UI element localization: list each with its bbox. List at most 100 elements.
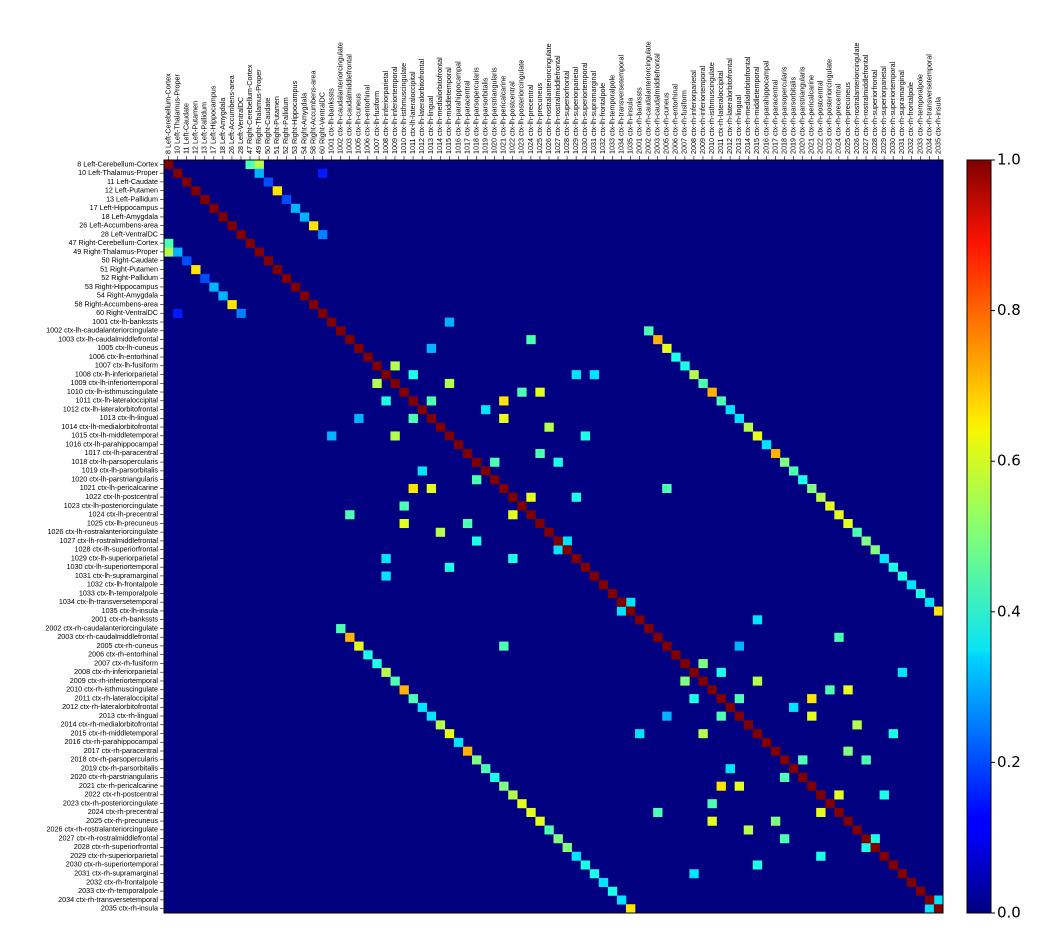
heatmap-cell (752, 729, 763, 739)
heatmap-cell (354, 413, 364, 423)
heatmap-cell (752, 431, 763, 441)
x-tick-label: 52 Right-Pallidum (281, 97, 290, 154)
x-tick-label: 1022 ctx-lh-postcentral (508, 81, 517, 154)
heatmap-cell (671, 650, 681, 660)
x-tick-label: 1029 ctx-lh-superiorparietal (571, 67, 580, 154)
x-tick-label: 1012 ctx-lh-lateralorbitofrontal (417, 59, 426, 154)
heatmap-cell (471, 755, 482, 765)
heatmap-cell (635, 729, 645, 739)
heatmap-cell (933, 895, 944, 905)
heatmap-cell (861, 536, 871, 546)
heatmap-cell (381, 667, 391, 677)
heatmap-cell (408, 483, 418, 494)
heatmap-cell (263, 256, 273, 266)
heatmap-cell (490, 772, 500, 782)
heatmap-cell (924, 904, 935, 914)
heatmap-cell (399, 518, 409, 529)
heatmap-cell (761, 440, 772, 450)
heatmap-cell (607, 886, 618, 896)
heatmap-cell (825, 501, 835, 511)
heatmap-cell (308, 300, 319, 310)
x-tick-label: 1021 ctx-lh-pericalcarine (499, 76, 508, 154)
x-tick-label: 10 Left-Thalamus-Proper (172, 73, 181, 154)
y-tick-label: 2002 ctx-rh-caudalanteriorcingulate (45, 623, 158, 632)
y-tick-label: 28 Left-VentralDC (101, 229, 158, 238)
heatmap-cell (408, 694, 418, 704)
y-tick-label: 52 Right-Pallidum (101, 273, 158, 282)
heatmap-cell (499, 483, 509, 494)
heatmap-cell (462, 448, 473, 458)
x-tick-label: 2009 ctx-rh-inferiortemporal (698, 65, 707, 154)
heatmap-cell (662, 711, 672, 721)
x-tick-label: 2013 ctx-rh-lingual (734, 94, 743, 154)
heatmap-cell (426, 343, 437, 353)
heatmap-cell (218, 291, 228, 301)
y-tick-label: 2013 ctx-rh-lingual (99, 711, 159, 720)
y-tick-label: 1013 ctx-lh-lingual (100, 413, 159, 422)
y-tick-label: 2027 ctx-rh-rostralmiddlefrontal (59, 833, 159, 842)
heatmap-cell (789, 466, 799, 476)
heatmap-cell (843, 685, 853, 695)
heatmap-cell (508, 790, 518, 800)
heatmap-cell (508, 510, 518, 520)
heatmap-cell (508, 554, 518, 564)
y-tick-label: 17 Left-Hippocampus (90, 203, 159, 212)
x-tick-label: 1034 ctx-lh-transversetemporal (616, 55, 625, 154)
heatmap-cell (562, 842, 572, 853)
heatmap-cell (390, 378, 400, 388)
x-tick-label: 1006 ctx-lh-entorhinal (363, 84, 372, 154)
heatmap-cell (381, 571, 391, 581)
x-tick-label: 26 Left-Accumbens-area (227, 75, 236, 154)
heatmap-cell (544, 527, 554, 537)
y-tick-label: 13 Left-Pallidum (106, 194, 158, 203)
heatmap-cell (870, 545, 880, 555)
heatmap-cell (535, 816, 545, 826)
heatmap-cell (299, 212, 310, 222)
heatmap-cell (698, 729, 708, 739)
heatmap-cell (481, 405, 491, 415)
heatmap-cell (290, 203, 301, 213)
y-tick-label: 2005 ctx-rh-cuneus (96, 641, 158, 650)
heatmap-cell (462, 518, 473, 529)
heatmap-cell (716, 667, 726, 677)
y-tick-label: 2025 ctx-rh-precuneus (86, 816, 158, 825)
heatmap-cell (435, 527, 446, 537)
x-tick-label: 17 Left-Hippocampus (209, 85, 218, 154)
y-tick-label: 12 Left-Putamen (105, 186, 158, 195)
heatmap-cell (254, 160, 264, 170)
heatmap-cell (499, 413, 509, 423)
heatmap-cell (209, 282, 219, 292)
y-tick-label: 2029 ctx-rh-superiorparietal (70, 851, 158, 860)
heatmap-cell (363, 352, 373, 362)
heatmap-cell (453, 737, 464, 747)
y-tick-label: 2017 ctx-rh-paracentral (84, 746, 159, 755)
heatmap-cell (834, 632, 844, 642)
heatmap-cell (933, 904, 944, 914)
x-tick-label: 11 Left-Caudate (182, 103, 191, 154)
heatmap-cell (254, 168, 264, 178)
heatmap-cell (444, 378, 455, 388)
y-tick-label: 1031 ctx-lh-supramarginal (75, 571, 158, 580)
heatmap-cell (807, 781, 817, 791)
heatmap-cell (707, 816, 717, 826)
colorbar-tick-label: 0.8 (997, 301, 1021, 319)
y-tick-label: 1014 ctx-lh-medialorbitofrontal (61, 422, 158, 431)
x-tick-label: 13 Left-Pallidum (200, 102, 209, 154)
heatmap-cell (589, 869, 600, 879)
y-tick-label: 1010 ctx-lh-isthmuscingulate (67, 387, 158, 396)
y-tick-label: 2024 ctx-rh-precentral (88, 807, 159, 816)
heatmap-cell (816, 851, 826, 861)
x-tick-label: 18 Left-Amygdala (218, 98, 227, 154)
y-tick-label: 2033 ctx-rh-temporalpole (78, 886, 158, 895)
x-tick-label: 2021 ctx-rh-pericalcarine (807, 75, 816, 154)
y-tick-label: 10 Left-Thalamus-Proper (78, 168, 159, 177)
heatmap-cell (598, 877, 609, 888)
heatmap-cell (227, 300, 237, 310)
heatmap-cell (779, 772, 790, 782)
y-tick-label: 2007 ctx-rh-fusiform (94, 658, 158, 667)
x-tick-label: 28 Left-VentralDC (236, 97, 245, 154)
heatmap-cell (598, 580, 609, 590)
x-tick-label: 2025 ctx-rh-precuneus (843, 82, 852, 154)
heatmap-cell (490, 475, 500, 485)
heatmap-cell (164, 160, 174, 170)
